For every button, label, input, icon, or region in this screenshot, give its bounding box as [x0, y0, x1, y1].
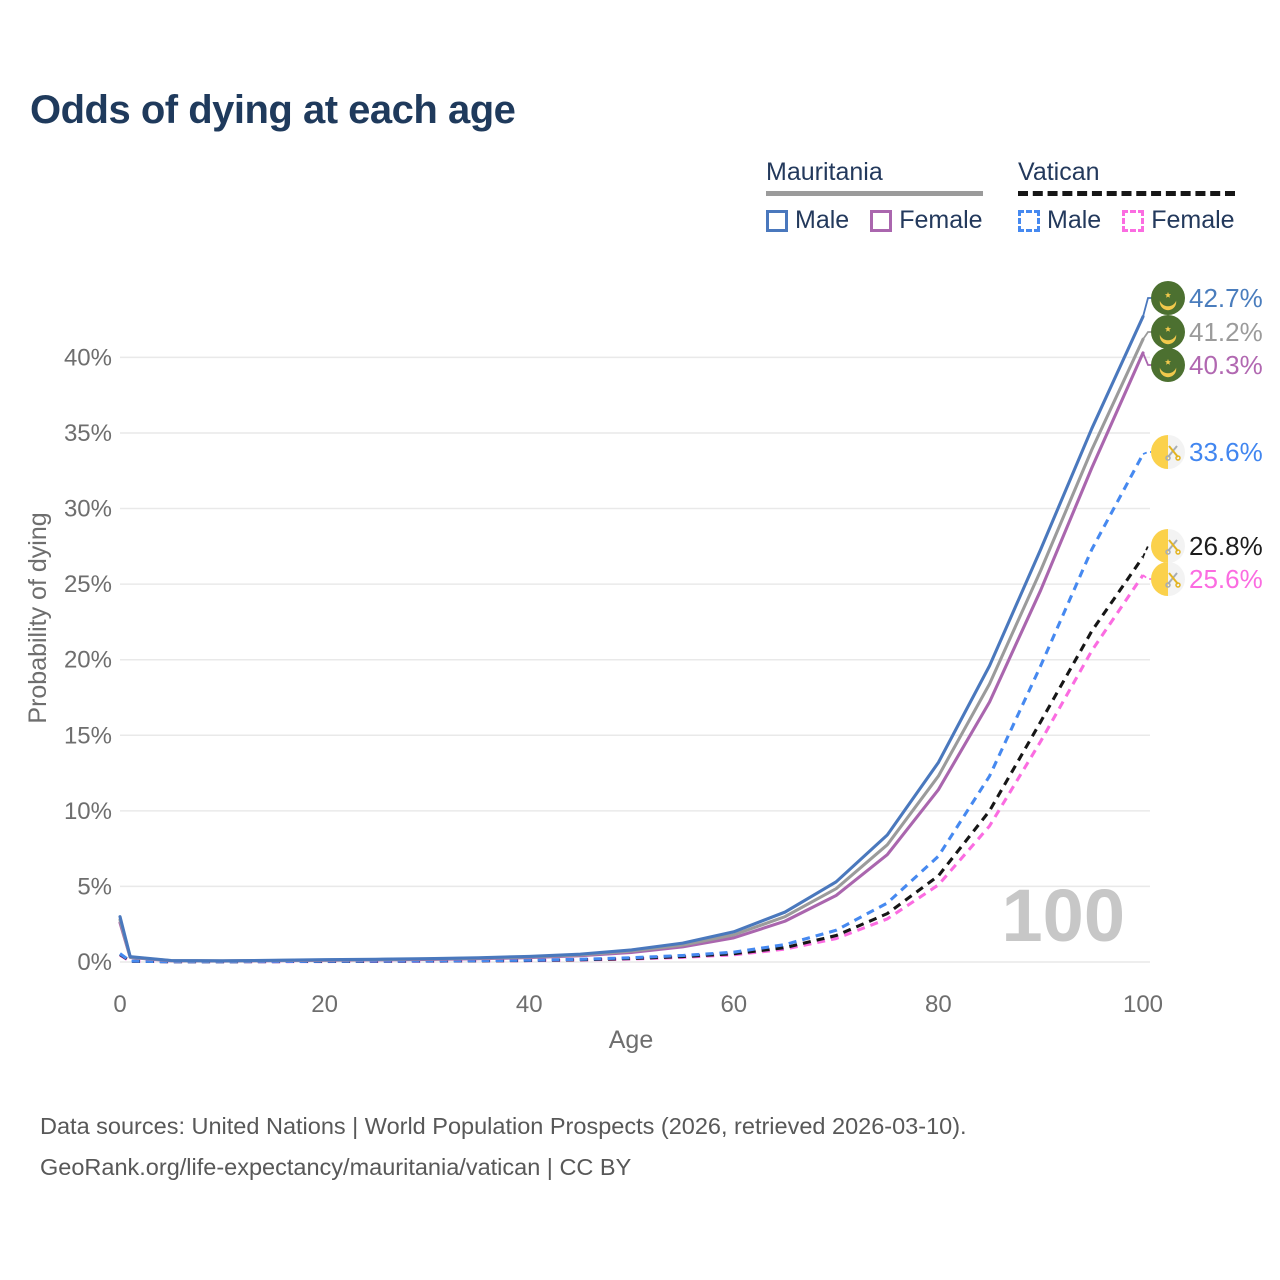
- key-gold: [1168, 539, 1179, 552]
- x-axis-tick-label: 0: [113, 991, 126, 1018]
- flag-icon-vatican: [1151, 529, 1185, 563]
- gridlines-layer: 0% 5% 10% 15% 20% 25% 30% 35% 40% 0 20 40 60 80 100: [64, 344, 1163, 1018]
- end-label-connector: [1142, 352, 1152, 366]
- footer-data-sources: Data sources: United Nations | World Pop…: [40, 1113, 967, 1139]
- key-gold: [1168, 572, 1179, 585]
- end-label-value: 40.3%: [1189, 350, 1263, 380]
- x-axis-tick-label: 80: [925, 991, 952, 1018]
- legend-swatch-vatican-female-icon: [1122, 209, 1145, 232]
- legend-swatch-mauritania-female-icon: [870, 209, 893, 232]
- end-label-value: 41.2%: [1189, 317, 1263, 347]
- key-bow-gold: [1175, 582, 1181, 588]
- end-label-connector: [1142, 331, 1152, 340]
- series-line-mauritania-male[interactable]: [118, 315, 1145, 963]
- x-axis-tick-label: 100: [1123, 991, 1163, 1018]
- flag-icon-mauritania: [1151, 348, 1185, 382]
- legend-label-mauritania-female: Female: [899, 206, 983, 234]
- legend-group-title-vatican: Vatican: [1018, 158, 1100, 186]
- crescent-cover: [1159, 355, 1177, 374]
- end-labels-layer: 42.7% 41.2%40.3% 33.6% 26.8%25.6%: [1142, 281, 1263, 596]
- series-layer: [118, 315, 1145, 964]
- y-axis-tick-label: 15%: [64, 722, 112, 749]
- footer: Data sources: United Nations | World Pop…: [40, 1106, 967, 1188]
- legend-item-mauritania-female[interactable]: Female: [870, 206, 983, 235]
- flag-icon-vatican: [1151, 435, 1185, 469]
- end-label-vatican-both-sexes: 26.8%: [1142, 529, 1263, 563]
- page-title: Odds of dying at each age: [30, 88, 516, 132]
- end-label-connector: [1142, 574, 1152, 580]
- y-axis-tick-label: 0%: [77, 949, 112, 976]
- end-label-value: 33.6%: [1189, 437, 1263, 467]
- legend-item-vatican-male[interactable]: Male: [1018, 206, 1101, 235]
- key-bow-silver: [1165, 549, 1171, 555]
- y-axis-tick-label: 35%: [64, 420, 112, 447]
- flag-yellow-half: [1151, 529, 1168, 563]
- key-bow-gold: [1175, 455, 1181, 461]
- end-label-vatican-female: 25.6%: [1142, 562, 1263, 596]
- line-chart: 0% 5% 10% 15% 20% 25% 30% 35% 40% 0 20 40 60 80 100 10…: [24, 281, 1263, 1054]
- series-line-mauritania-female[interactable]: [118, 351, 1145, 963]
- y-axis-title: Probability of dying: [24, 512, 52, 723]
- star-icon: [1164, 359, 1172, 365]
- legend-swatch-mauritania-male-icon: [766, 209, 788, 232]
- end-label-connector: [1142, 297, 1152, 317]
- series-line-vatican-female[interactable]: [119, 574, 1145, 964]
- series-line-vatican-male[interactable]: [119, 453, 1145, 964]
- flag-icon-mauritania: [1151, 315, 1185, 349]
- y-axis-tick-label: 25%: [64, 571, 112, 598]
- key-gold: [1168, 445, 1179, 458]
- legend-group-mauritania: Mauritania Male Female: [766, 158, 983, 235]
- flag-icon-vatican: [1151, 562, 1185, 596]
- y-axis-tick-label: 40%: [64, 344, 112, 371]
- end-label-mauritania-male: 42.7%: [1142, 281, 1263, 317]
- y-axis-tick-label: 10%: [64, 798, 112, 825]
- legend-label-vatican-female: Female: [1151, 206, 1235, 234]
- x-axis-tick-label: 40: [516, 991, 543, 1018]
- x-axis-tick-label: 20: [311, 991, 338, 1018]
- star-icon: [1164, 326, 1172, 332]
- legend-group-title-mauritania: Mauritania: [766, 158, 883, 186]
- end-label-vatican-male: 33.6%: [1142, 435, 1263, 469]
- end-label-connector: [1142, 451, 1152, 455]
- legend-item-vatican-female[interactable]: Female: [1122, 206, 1235, 235]
- y-axis-tick-label: 30%: [64, 496, 112, 523]
- y-axis-tick-label: 20%: [64, 647, 112, 674]
- end-label-mauritania-female: 40.3%: [1142, 348, 1263, 382]
- legend-item-mauritania-male[interactable]: Male: [766, 206, 849, 235]
- legend-underline-mauritania: [766, 191, 983, 196]
- flag-yellow-half: [1151, 562, 1168, 596]
- end-label-value: 25.6%: [1189, 564, 1263, 594]
- key-bow-gold: [1175, 549, 1181, 555]
- legend-group-vatican: Vatican Male Female: [1018, 158, 1235, 235]
- end-label-mauritania-both-sexes: 41.2%: [1142, 315, 1263, 349]
- x-axis-title: Age: [609, 1026, 653, 1054]
- age-watermark: 100: [1002, 874, 1125, 957]
- series-line-vatican-both-sexes[interactable]: [119, 556, 1145, 964]
- legend-label-vatican-male: Male: [1047, 206, 1102, 234]
- flag-icon-mauritania: [1151, 281, 1185, 315]
- crescent-cover: [1159, 322, 1177, 341]
- y-axis-tick-label: 5%: [77, 873, 112, 900]
- x-axis-tick-label: 60: [720, 991, 747, 1018]
- flag-yellow-half: [1151, 435, 1168, 469]
- legend-underline-vatican: [1018, 191, 1235, 196]
- end-label-value: 26.8%: [1189, 531, 1263, 561]
- legend-label-mauritania-male: Male: [795, 206, 850, 234]
- end-label-value: 42.7%: [1189, 283, 1263, 313]
- key-bow-silver: [1165, 582, 1171, 588]
- key-bow-silver: [1165, 455, 1171, 461]
- footer-attribution: GeoRank.org/life-expectancy/mauritania/v…: [40, 1154, 632, 1180]
- legend-swatch-vatican-male-icon: [1018, 209, 1040, 232]
- axis-labels-layer: Age Probability of dying: [24, 512, 653, 1054]
- end-label-connector: [1142, 545, 1152, 558]
- crescent-cover: [1159, 288, 1177, 307]
- star-icon: [1164, 292, 1172, 298]
